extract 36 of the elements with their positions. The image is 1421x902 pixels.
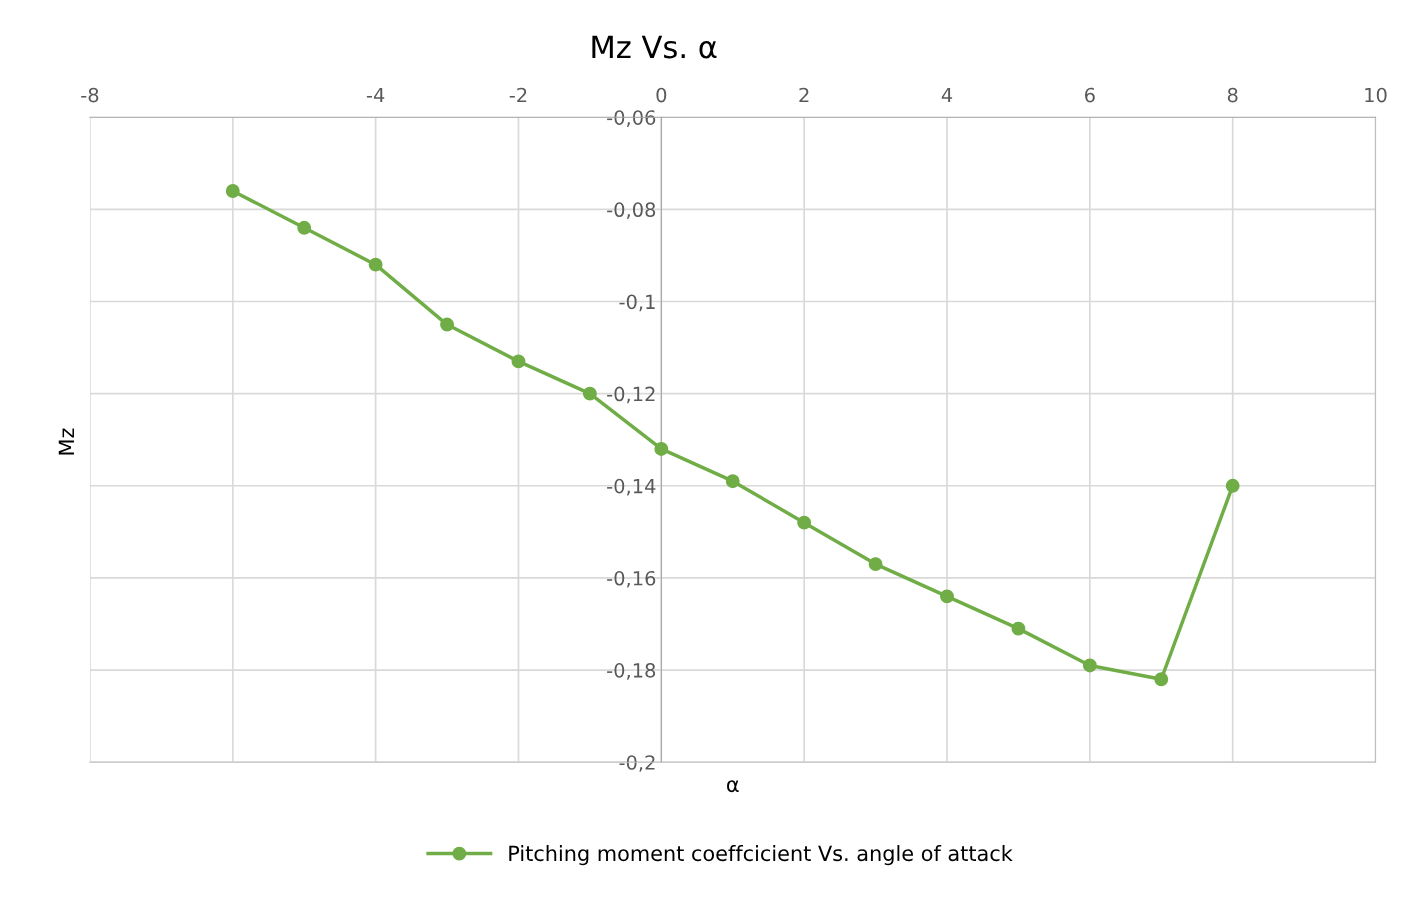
point (440, 317, 454, 332)
x-tick-label: 0 (656, 87, 667, 103)
x-tick-label: -8 (81, 87, 99, 103)
point (797, 515, 812, 530)
y-tick-label: -0,16 (607, 570, 656, 588)
y-tick-label: -0,12 (607, 386, 655, 404)
x-tick-label: 4 (941, 87, 953, 103)
x-tick-label: 6 (1085, 87, 1095, 103)
point (297, 220, 312, 235)
point (654, 441, 669, 456)
y-tick-label: -0,1 (619, 294, 655, 312)
point (511, 354, 526, 369)
y-axis-title: Mz (58, 428, 74, 455)
y-tick-label: -0,14 (607, 478, 656, 496)
point (225, 184, 240, 198)
x-tick-label: 2 (799, 87, 809, 103)
x-tick-label: -4 (366, 87, 385, 103)
y-tick-label: -0,2 (619, 755, 655, 772)
point (1011, 621, 1026, 636)
point (1082, 658, 1097, 673)
x-axis-title: α (727, 780, 739, 793)
y-tick-label: -0,18 (607, 663, 656, 680)
point (1154, 672, 1169, 687)
x-tick-label: 8 (1227, 87, 1238, 103)
x-tick-label: -2 (509, 87, 527, 103)
point (1225, 478, 1240, 493)
chart-title: Mz Vs. α (592, 35, 717, 59)
y-tick-label: -0,06 (607, 110, 656, 127)
point (582, 386, 597, 401)
point (868, 557, 883, 572)
y-tick-label: -0,08 (607, 202, 656, 220)
legend-label: Pitching moment coeffcicient Vs. angle of attack (509, 845, 1013, 866)
point (368, 257, 383, 272)
point (940, 589, 954, 604)
x-tick-label: 10 (1365, 87, 1387, 103)
point (725, 474, 740, 489)
